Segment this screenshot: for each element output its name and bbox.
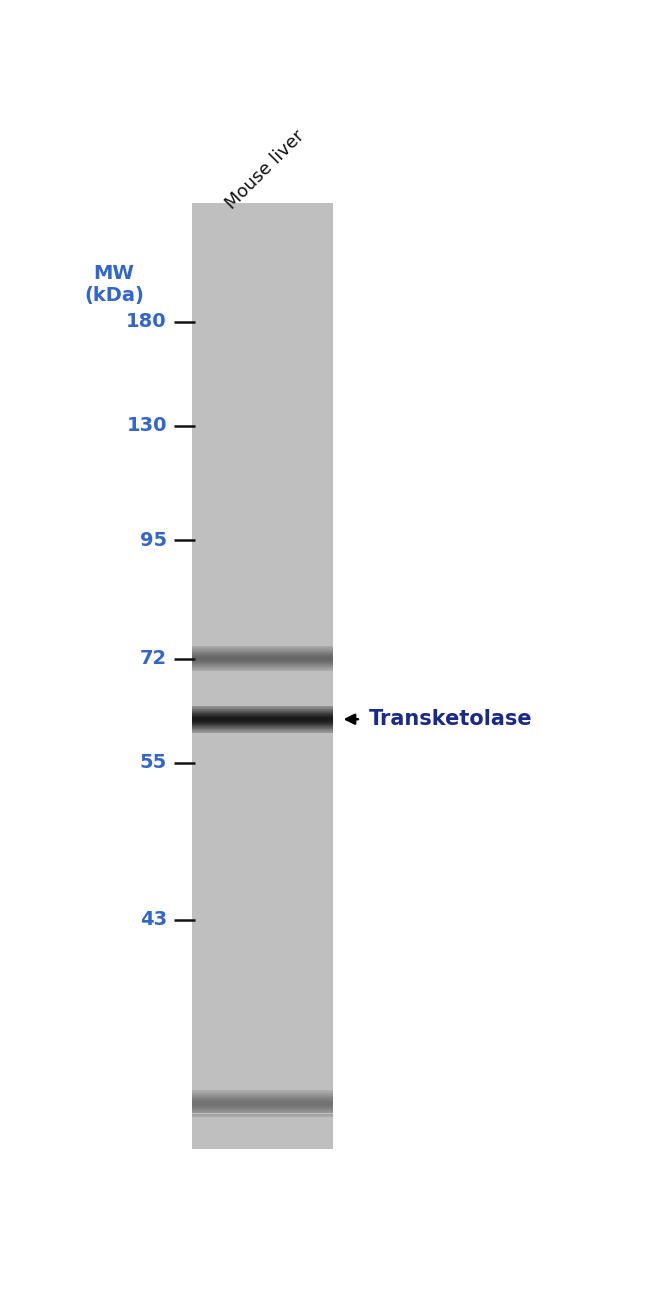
- Text: MW
(kDa): MW (kDa): [84, 264, 144, 305]
- Text: 95: 95: [140, 531, 167, 549]
- Text: 55: 55: [140, 753, 167, 773]
- Text: 130: 130: [126, 417, 167, 435]
- Bar: [192, 204, 333, 1150]
- Text: Transketolase: Transketolase: [369, 710, 532, 729]
- Text: 180: 180: [126, 313, 167, 331]
- Text: 43: 43: [140, 911, 167, 929]
- Text: Mouse liver: Mouse liver: [222, 127, 308, 213]
- Text: 72: 72: [140, 649, 167, 668]
